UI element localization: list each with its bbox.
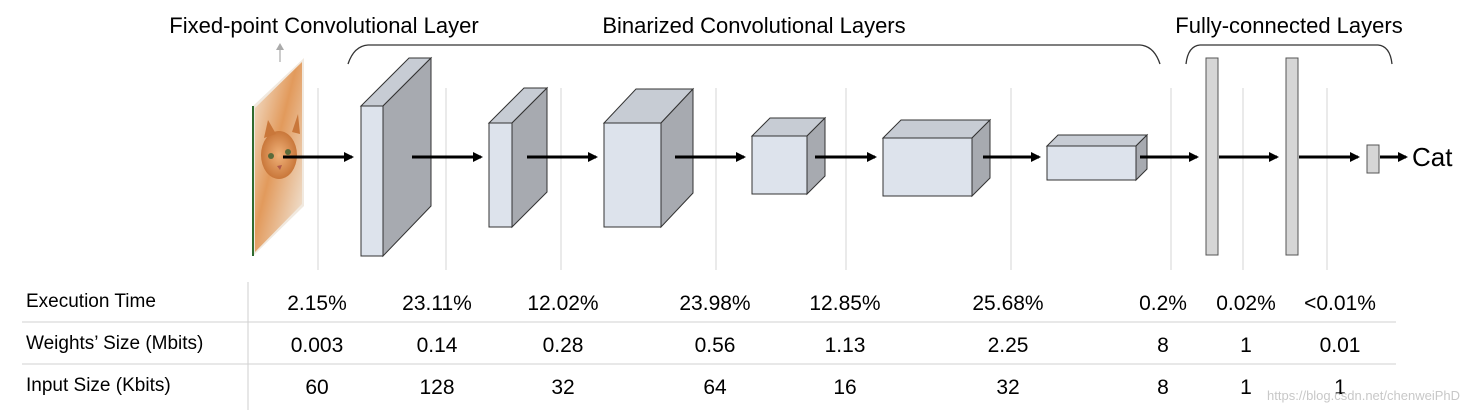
table-cell: <0.01% [1304, 292, 1376, 315]
header-fully-connected: Fully-connected Layers [1175, 13, 1402, 38]
table-cell: 2.15% [287, 292, 347, 315]
column-separators [317, 88, 1328, 270]
conv-block-1 [359, 56, 433, 258]
table-cell: 8 [1157, 334, 1169, 357]
table-row-weights-size: Weights’ Size (Mbits) 0.003 0.14 0.28 0.… [26, 333, 1360, 357]
watermark: https://blog.csdn.net/chenweiPhD [1267, 388, 1460, 403]
table-cell: 1 [1240, 376, 1252, 399]
conv-block-6 [1045, 133, 1149, 182]
conv-block-5 [881, 118, 992, 198]
table-cell: 16 [833, 376, 856, 399]
table-cell: 1.13 [825, 334, 866, 357]
header-fixed-point: Fixed-point Convolutional Layer [169, 13, 478, 38]
table-cell: 0.01 [1320, 334, 1361, 357]
row-label: Input Size (Kbits) [26, 375, 171, 396]
table-cell: 12.02% [527, 292, 598, 315]
table-cell: 0.14 [417, 334, 458, 357]
table-cell: 1 [1240, 334, 1252, 357]
fc-layer-1 [1205, 57, 1219, 256]
table-cell: 12.85% [809, 292, 880, 315]
table-cell: 32 [996, 376, 1019, 399]
table-cell: 0.02% [1216, 292, 1276, 315]
table-cell: 23.11% [402, 292, 472, 315]
table-cell: 0.28 [543, 334, 584, 357]
conv-block-3 [602, 87, 695, 229]
kitten-photo-icon [252, 58, 304, 256]
table-cell: 128 [419, 376, 454, 399]
table-cell: 0.2% [1139, 292, 1187, 315]
table-cell: 1 [1334, 376, 1346, 399]
table-cell: 0.56 [695, 334, 736, 357]
table-cell: 64 [703, 376, 727, 399]
row-label: Execution Time [26, 291, 156, 312]
table-row-input-size: Input Size (Kbits) 60 128 32 64 16 32 8 … [26, 375, 1346, 399]
row-label: Weights’ Size (Mbits) [26, 333, 203, 354]
output-label-cat: Cat [1412, 142, 1453, 172]
table-row-execution-time: Execution Time 2.15% 23.11% 12.02% 23.98… [26, 291, 1376, 315]
gray-up-arrow-head [276, 43, 284, 50]
conv-block-2 [487, 86, 549, 229]
table-cell: 32 [551, 376, 574, 399]
table-cell: 0.003 [291, 334, 344, 357]
table-cell: 23.98% [679, 292, 750, 315]
table-cell: 2.25 [988, 334, 1029, 357]
table-cell: 60 [305, 376, 328, 399]
bracket-binarized [347, 44, 1161, 65]
bracket-fully-connected [1185, 44, 1393, 65]
header-binarized: Binarized Convolutional Layers [602, 13, 905, 38]
table-cell: 8 [1157, 376, 1169, 399]
fc-layer-3 [1366, 144, 1380, 174]
conv-block-4 [750, 116, 827, 196]
table-cell: 25.68% [972, 292, 1043, 315]
fc-layer-2 [1285, 57, 1299, 256]
